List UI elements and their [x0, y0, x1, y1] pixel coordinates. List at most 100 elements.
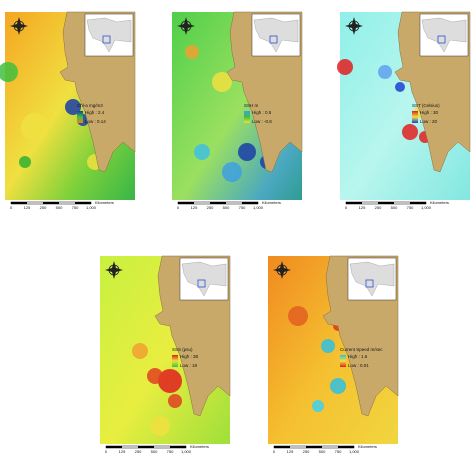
scale-segment	[106, 446, 122, 448]
inset-land	[86, 17, 132, 53]
compass-rose	[345, 17, 363, 35]
compass-ring	[180, 20, 192, 32]
compass	[345, 17, 363, 35]
map-hotspot	[402, 124, 418, 140]
map-hotspot	[19, 156, 31, 168]
legend-ramp	[77, 111, 83, 123]
legend: Current Speed m/sec High : 1.6 Low : 0.01	[340, 347, 383, 368]
legend-title: SSH m	[244, 103, 259, 108]
scale-label: 750	[335, 449, 342, 454]
legend-title: Chl-a mg/m3	[77, 103, 103, 108]
legend-low: Low : 18	[180, 363, 198, 368]
inset-highlight	[102, 35, 111, 44]
map-panel: Current Speed m/sec High : 1.6 Low : 0.01 0…	[268, 255, 399, 456]
map-hotspot	[150, 416, 170, 436]
scale-segment	[210, 202, 226, 204]
scale-label: 1,000	[181, 449, 192, 454]
legend-low: Low : 20	[420, 119, 438, 124]
legend-low: Low : -0.8	[252, 119, 272, 124]
scale-segment	[274, 446, 290, 448]
legend-title: SST (Celsius)	[412, 103, 440, 108]
scale-segment	[75, 202, 91, 204]
scale-segment	[242, 202, 258, 204]
map-hotspot	[312, 400, 324, 412]
scale-label: 1,000	[421, 205, 432, 210]
inset-land	[349, 261, 395, 297]
legend-high: High : 1.6	[348, 354, 368, 359]
map-hotspot	[132, 343, 148, 359]
map-hotspot	[0, 62, 18, 82]
scale-segment	[43, 202, 59, 204]
scale-label: 250	[303, 449, 310, 454]
scale-segment	[178, 202, 194, 204]
legend-ramp	[244, 111, 250, 123]
scale-unit: Kilometers	[95, 200, 114, 205]
scale-label: 0	[273, 449, 276, 454]
compass	[10, 17, 28, 35]
inset-land	[253, 17, 299, 53]
compass-ring	[348, 20, 360, 32]
compass-rose	[10, 17, 28, 35]
legend-high: High : 38	[180, 354, 199, 359]
scale-label: 500	[223, 205, 230, 210]
scale-label: 125	[119, 449, 126, 454]
inset-highlight	[269, 35, 278, 44]
scale-label: 1,000	[253, 205, 264, 210]
legend-low: Low : 0.01	[348, 363, 369, 368]
compass-ring	[276, 264, 288, 276]
scale-segment	[306, 446, 322, 448]
scale-label: 0	[105, 449, 108, 454]
map-hotspot	[321, 339, 335, 353]
compass	[273, 261, 291, 279]
scale-label: 750	[167, 449, 174, 454]
legend-ramp	[412, 111, 418, 123]
map-hotspot	[222, 162, 242, 182]
map-hotspot	[288, 306, 308, 326]
scale-segment	[170, 446, 186, 448]
map-hotspot	[330, 378, 346, 394]
scale-segment	[11, 202, 27, 204]
inset-land	[181, 261, 227, 297]
map-hotspot	[158, 369, 182, 393]
scale-label: 500	[151, 449, 158, 454]
legend-low: Low : 0.14	[85, 119, 106, 124]
compass-rose	[177, 17, 195, 35]
scale-segment	[410, 202, 426, 204]
map-panel: SST (Celsius) High : 30 Low : 20 0 125 250 500…	[337, 11, 471, 212]
legend-high: High : 0.5	[252, 110, 272, 115]
compass-ring	[13, 20, 25, 32]
scale-label: 750	[407, 205, 414, 210]
inset-highlight	[365, 279, 374, 288]
map-panel: Chl-a mg/m3 High : 2.4 Low : 0.14 0 125 250 50…	[0, 11, 136, 212]
scale-label: 250	[207, 205, 214, 210]
compass	[105, 261, 123, 279]
inset-highlight	[437, 35, 446, 44]
scale-label: 1,000	[86, 205, 97, 210]
scale-segment	[338, 446, 354, 448]
scale-unit: Kilometers	[262, 200, 281, 205]
inset-land	[421, 17, 467, 53]
compass	[177, 17, 195, 35]
legend-ramp	[172, 355, 178, 367]
scale-segment	[378, 202, 394, 204]
scale-label: 500	[319, 449, 326, 454]
scale-unit: Kilometers	[190, 444, 209, 449]
scale-label: 0	[10, 205, 13, 210]
scale-unit: Kilometers	[358, 444, 377, 449]
legend-title: Current Speed m/sec	[340, 347, 383, 352]
scale-label: 500	[56, 205, 63, 210]
legend-title: SSS (psu)	[172, 347, 193, 352]
scale-label: 750	[72, 205, 79, 210]
scale-label: 1,000	[349, 449, 360, 454]
scale-label: 250	[375, 205, 382, 210]
map-hotspot	[337, 59, 353, 75]
legend-high: High : 2.4	[85, 110, 105, 115]
map-hotspot	[185, 45, 199, 59]
scale-label: 125	[287, 449, 294, 454]
scale-segment	[346, 202, 362, 204]
inset-highlight	[197, 279, 206, 288]
scale-unit: Kilometers	[430, 200, 449, 205]
scale-label: 125	[359, 205, 366, 210]
legend-ramp	[340, 355, 346, 367]
scale-label: 125	[191, 205, 198, 210]
